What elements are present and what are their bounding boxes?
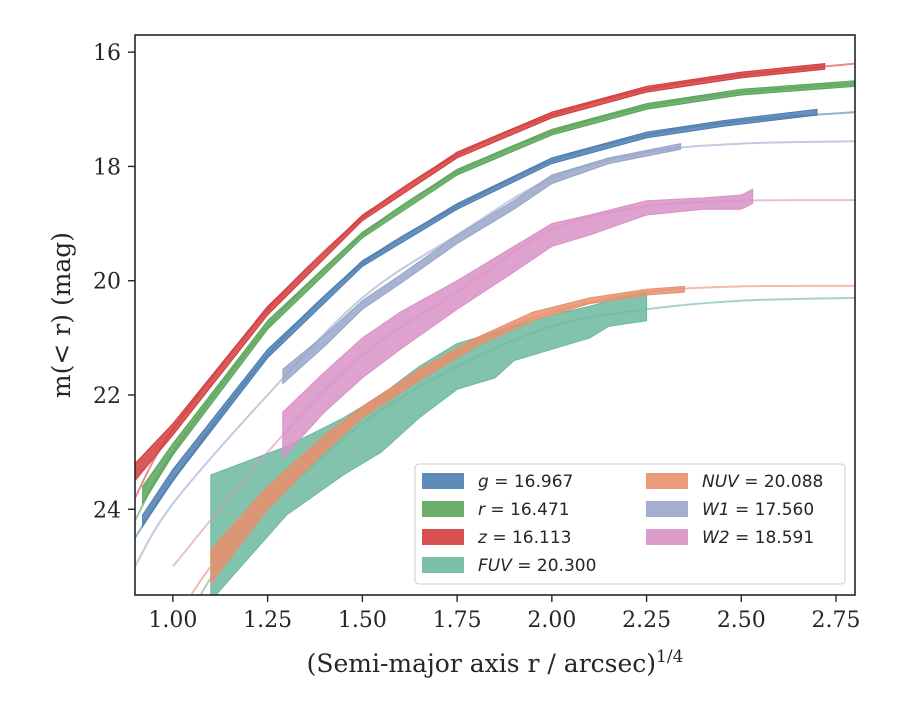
data-band-FUV <box>210 291 648 595</box>
legend-label-variable: r <box>478 500 486 520</box>
legend-swatch <box>422 473 464 489</box>
legend-swatch <box>422 529 464 545</box>
legend-label: W2 = 18.591 <box>702 528 814 548</box>
y-tick-label: 22 <box>93 384 121 409</box>
y-axis: 16 18 20 22 24 <box>93 41 135 523</box>
legend-label-variable: FUV <box>478 556 513 576</box>
legend-swatch <box>646 529 688 545</box>
legend-label-value: = 17.560 <box>730 500 815 520</box>
data-band-NUV <box>210 285 685 586</box>
series-g <box>135 108 855 539</box>
series-layer <box>135 62 855 595</box>
legend-item-W2: W2 = 18.591 <box>646 528 814 548</box>
x-tick-label: 1.00 <box>148 608 197 633</box>
legend-item-W1: W1 = 17.560 <box>646 500 814 520</box>
legend-frame <box>414 463 846 585</box>
legend-label-value: = 16.113 <box>487 528 572 548</box>
legend-item-r: r = 16.471 <box>422 500 570 520</box>
legend-label: FUV = 20.300 <box>478 556 596 576</box>
y-axis-label: m(< r) (mag) <box>47 232 76 398</box>
y-tick-label: 16 <box>93 41 121 66</box>
legend-label-value: = 18.591 <box>730 528 815 548</box>
x-tick-label: 1.25 <box>243 608 292 633</box>
y-tick-label: 20 <box>93 270 121 295</box>
y-tick-label: 18 <box>93 155 121 180</box>
data-band-z <box>135 63 826 482</box>
y-tick-label: 24 <box>93 498 121 523</box>
legend-label: NUV = 20.088 <box>702 472 823 492</box>
plot-area <box>135 62 855 595</box>
series-z <box>135 62 855 499</box>
legend-swatch <box>422 557 464 573</box>
legend-item-NUV: NUV = 20.088 <box>646 472 823 492</box>
legend-label-value: = 20.300 <box>512 556 597 576</box>
legend-item-z: z = 16.113 <box>422 528 571 548</box>
x-tick-label: 2.25 <box>622 608 671 633</box>
x-tick-label: 2.75 <box>812 608 861 633</box>
legend-label-variable: W2 <box>702 528 730 548</box>
x-tick-label: 1.75 <box>433 608 482 633</box>
legend-label: g = 16.967 <box>478 472 573 492</box>
legend-item-FUV: FUV = 20.300 <box>422 556 596 576</box>
legend-label: z = 16.113 <box>477 528 571 548</box>
legend-label: r = 16.471 <box>478 500 570 520</box>
legend-swatch <box>646 473 688 489</box>
legend-swatch <box>646 501 688 517</box>
legend-label-variable: z <box>477 528 488 548</box>
data-band-g <box>142 108 818 529</box>
legend-item-g: g = 16.967 <box>422 472 573 492</box>
data-band-W2 <box>282 188 754 460</box>
x-axis: 1.00 1.25 1.50 1.75 2.00 2.25 2.50 2.75 <box>148 595 861 633</box>
plot-frame <box>134 34 856 596</box>
legend-label-variable: g <box>478 472 489 492</box>
series-NUV <box>189 284 855 595</box>
x-tick-label: 1.50 <box>338 608 387 633</box>
legend-swatch <box>422 501 464 517</box>
legend-label: W1 = 17.560 <box>702 500 814 520</box>
x-axis-label-exponent: 1/4 <box>656 647 683 667</box>
series-W1 <box>135 140 855 567</box>
x-axis-label-text: (Semi-major axis r / arcsec) <box>307 649 656 678</box>
legend-label-value: = 16.471 <box>485 500 570 520</box>
data-band-r <box>142 80 855 506</box>
legend-label-value: = 20.088 <box>739 472 824 492</box>
series-W2 <box>172 188 855 568</box>
model-curve-r <box>135 82 855 522</box>
x-tick-label: 2.50 <box>717 608 766 633</box>
legend-label-value: = 16.967 <box>489 472 574 492</box>
legend-label-variable: NUV <box>702 472 740 492</box>
series-r <box>135 80 855 522</box>
legend-label-variable: W1 <box>702 500 730 520</box>
data-band-W1 <box>282 142 682 385</box>
x-tick-label: 2.00 <box>527 608 576 633</box>
x-axis-label: (Semi-major axis r / arcsec)1/4 <box>307 647 684 678</box>
